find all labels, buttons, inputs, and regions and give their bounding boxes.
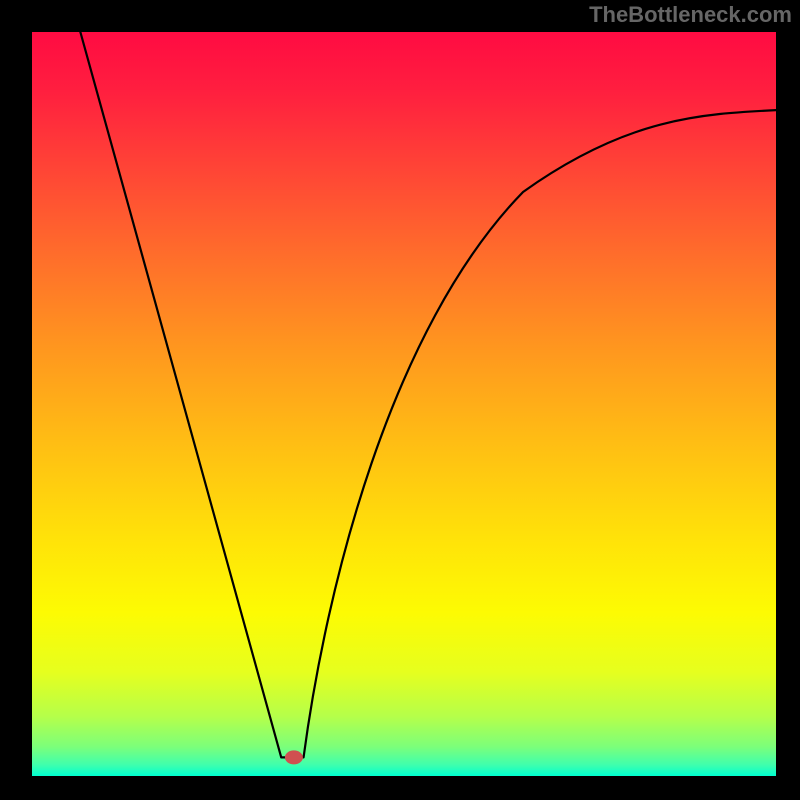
optimum-marker	[285, 750, 303, 764]
watermark-text: TheBottleneck.com	[589, 2, 792, 28]
bottleneck-chart	[0, 0, 800, 800]
plot-background	[32, 32, 776, 776]
